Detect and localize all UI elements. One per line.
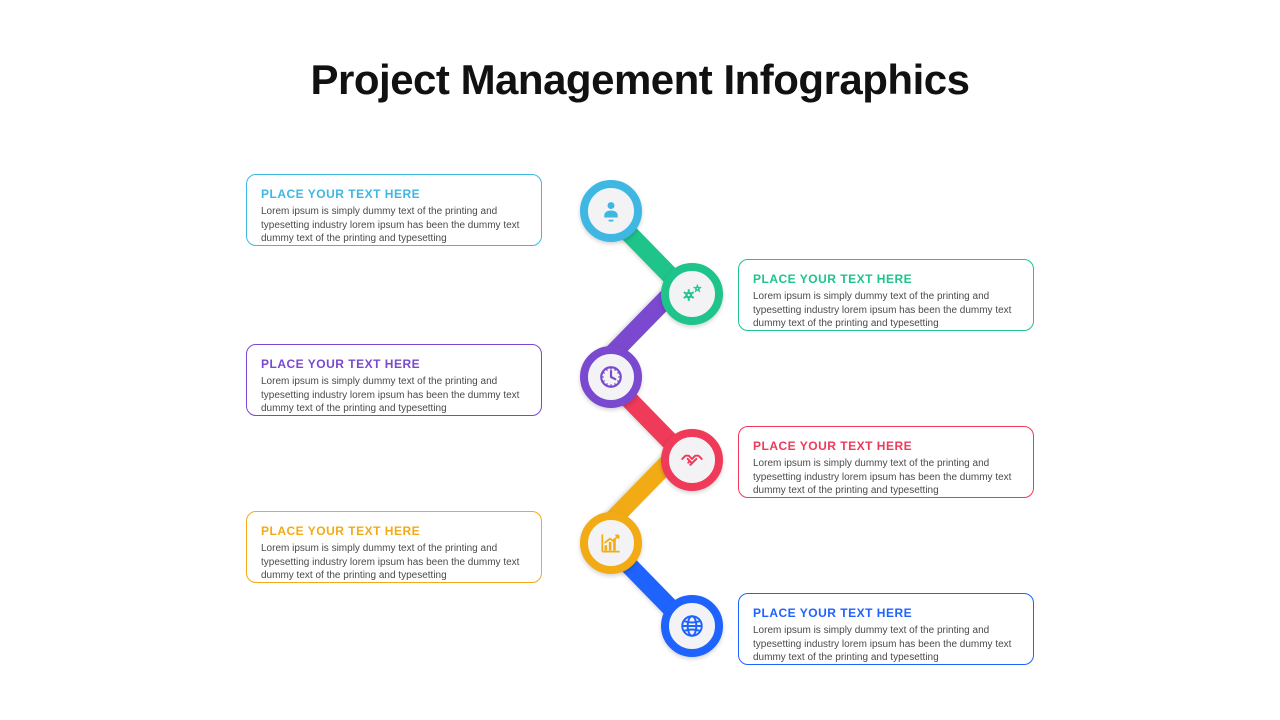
card-heading-6: PLACE YOUR TEXT HERE [753,606,1019,620]
card-body-2: Lorem ipsum is simply dummy text of the … [753,290,1019,331]
text-card-6: PLACE YOUR TEXT HERE Lorem ipsum is simpl… [738,593,1034,665]
text-card-3: PLACE YOUR TEXT HERE Lorem ipsum is simpl… [246,344,542,416]
node-gears [661,263,723,325]
text-card-1: PLACE YOUR TEXT HERE Lorem ipsum is simpl… [246,174,542,246]
card-body-3: Lorem ipsum is simply dummy text of the … [261,375,527,416]
card-heading-2: PLACE YOUR TEXT HERE [753,272,1019,286]
card-body-5: Lorem ipsum is simply dummy text of the … [261,542,527,583]
node-clock [580,346,642,408]
globe-icon [679,613,705,639]
person-icon [598,198,624,224]
clock-icon [598,364,624,390]
node-handshake [661,429,723,491]
handshake-icon [679,447,705,473]
card-body-4: Lorem ipsum is simply dummy text of the … [753,457,1019,498]
text-card-4: PLACE YOUR TEXT HERE Lorem ipsum is simpl… [738,426,1034,498]
gears-icon [679,281,705,307]
card-heading-1: PLACE YOUR TEXT HERE [261,187,527,201]
card-heading-4: PLACE YOUR TEXT HERE [753,439,1019,453]
page-title: Project Management Infographics [0,56,1280,104]
card-heading-3: PLACE YOUR TEXT HERE [261,357,527,371]
card-body-6: Lorem ipsum is simply dummy text of the … [753,624,1019,665]
node-globe [661,595,723,657]
text-card-5: PLACE YOUR TEXT HERE Lorem ipsum is simpl… [246,511,542,583]
node-growth [580,512,642,574]
node-person [580,180,642,242]
card-body-1: Lorem ipsum is simply dummy text of the … [261,205,527,246]
growth-icon [598,530,624,556]
card-heading-5: PLACE YOUR TEXT HERE [261,524,527,538]
text-card-2: PLACE YOUR TEXT HERE Lorem ipsum is simpl… [738,259,1034,331]
